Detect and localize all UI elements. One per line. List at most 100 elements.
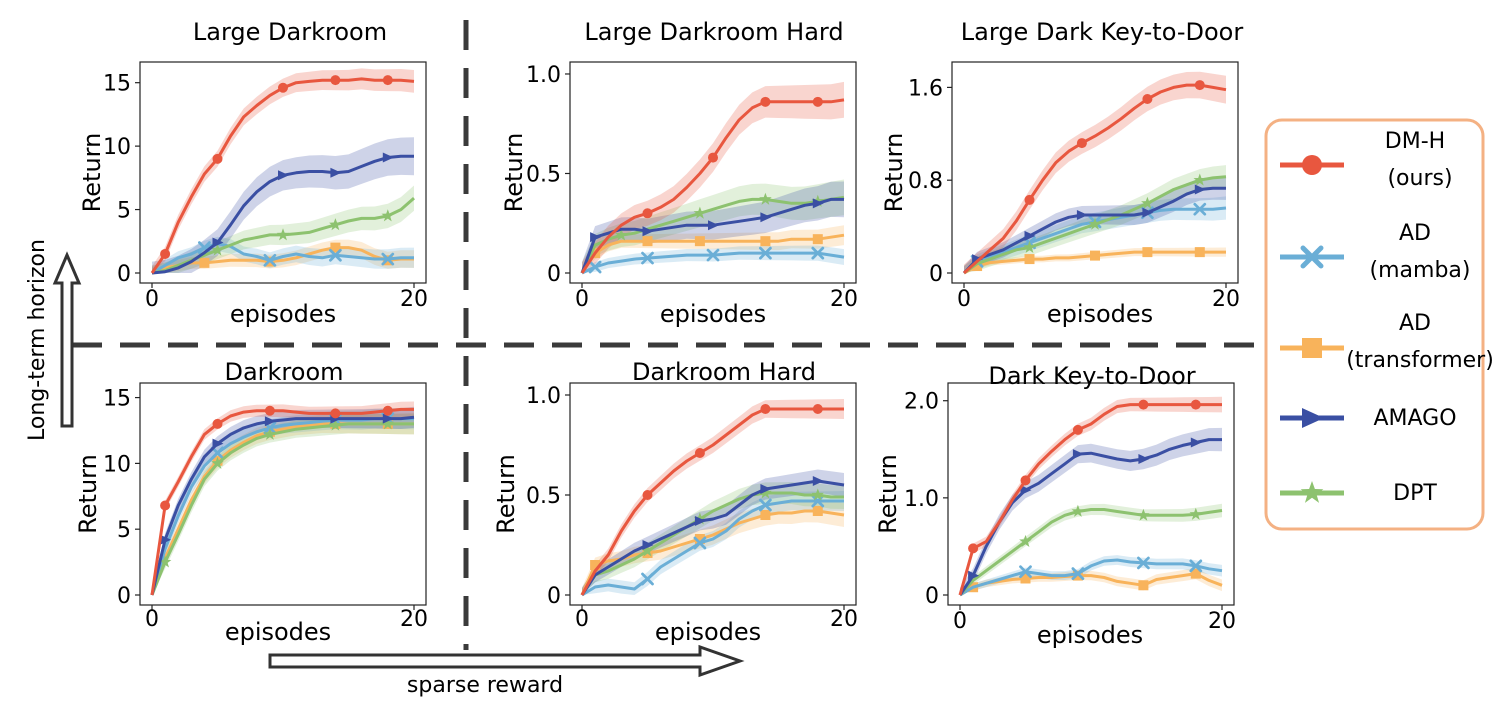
y-axis-label: Return bbox=[880, 133, 908, 213]
legend-label: AD bbox=[1399, 221, 1431, 246]
y-tick-label: 0 bbox=[929, 262, 943, 287]
chart-title: Large Darkroom bbox=[193, 18, 387, 46]
legend-label: DPT bbox=[1393, 481, 1437, 506]
data-point-trans bbox=[330, 242, 341, 253]
data-point-amago bbox=[1190, 437, 1202, 448]
data-point-amago bbox=[708, 220, 719, 231]
legend-box bbox=[1264, 118, 1485, 531]
data-point-amago bbox=[1072, 449, 1084, 460]
x-tick-label: 20 bbox=[1208, 609, 1236, 634]
data-point-mamba bbox=[706, 248, 720, 262]
data-point-dmh bbox=[1076, 138, 1087, 149]
data-point-dmh bbox=[1020, 475, 1031, 486]
series-line-amago bbox=[150, 415, 415, 596]
data-point-trans bbox=[199, 257, 210, 268]
series-line-dpt bbox=[958, 508, 1223, 597]
data-point-mamba bbox=[1193, 202, 1207, 216]
y-axis-label: Return bbox=[78, 133, 106, 213]
data-point-mamba bbox=[693, 536, 707, 550]
data-point-amago bbox=[382, 152, 394, 163]
horizontal-arrow-label: sparse reward bbox=[407, 673, 563, 698]
chart-panel-5: Darkroom Hard episodes Return 0 0.5 1.0 0 20 bbox=[492, 358, 858, 646]
data-point-dmh bbox=[812, 96, 823, 107]
x-tick-label: 0 bbox=[575, 607, 589, 632]
band-mamba bbox=[582, 491, 844, 595]
data-point-dmh bbox=[760, 404, 771, 414]
data-point-amago bbox=[1138, 454, 1150, 464]
data-point-mamba bbox=[641, 572, 654, 586]
chart-panel-2: Large Darkroom Hard episodes Return 0 0.5 1.0… bbox=[500, 18, 858, 328]
data-point-amago bbox=[264, 416, 276, 427]
data-point-mamba bbox=[1189, 559, 1203, 573]
data-point-dmh bbox=[264, 405, 275, 416]
data-point-dmh bbox=[708, 152, 718, 163]
y-tick-label: 10 bbox=[103, 452, 131, 477]
y-tick-label: 0 bbox=[547, 262, 561, 287]
series-line-dmh bbox=[150, 407, 414, 596]
data-point-amago bbox=[330, 167, 342, 178]
data-point-amago bbox=[1194, 184, 1206, 195]
data-point-trans bbox=[972, 261, 983, 272]
legend-label: DM-H bbox=[1385, 129, 1445, 154]
chart-panel-4: Darkroom episodes Return 0 5 10 15 0 20 bbox=[74, 358, 428, 646]
data-point-dmh bbox=[330, 75, 341, 86]
y-tick-label: 0 bbox=[117, 262, 131, 287]
band-amago bbox=[964, 176, 1226, 273]
series-line-dpt bbox=[580, 491, 844, 596]
data-point-dmh bbox=[1024, 194, 1035, 205]
chart-title: Large Darkroom Hard bbox=[584, 18, 843, 46]
legend-label: AD bbox=[1399, 311, 1431, 336]
data-point-dmh bbox=[330, 408, 341, 419]
series-line-mamba bbox=[151, 242, 414, 275]
chart-panel-3: Large Dark Key-to-Door episodes Return 0 0.8… bbox=[880, 18, 1243, 328]
x-axis-label: episodes bbox=[230, 300, 336, 328]
plot-frame bbox=[947, 382, 1235, 606]
data-point-dmh bbox=[160, 248, 171, 259]
data-point-amago bbox=[694, 516, 706, 526]
series-line-mamba bbox=[959, 558, 1223, 597]
y-tick-label: 1.0 bbox=[904, 487, 939, 512]
data-point-dmh bbox=[1194, 80, 1205, 91]
data-point-trans bbox=[812, 506, 823, 516]
legend-label: AMAGO bbox=[1373, 406, 1456, 431]
series-line-dmh bbox=[580, 407, 844, 596]
y-tick-label: 2.0 bbox=[904, 390, 939, 415]
series-line-trans bbox=[959, 572, 1223, 597]
data-point-dmh bbox=[694, 448, 705, 458]
band-dmh bbox=[152, 68, 414, 274]
data-point-amago bbox=[1076, 210, 1088, 220]
x-tick-label: 20 bbox=[830, 287, 858, 312]
data-point-amago bbox=[1024, 230, 1036, 241]
data-point-dmh bbox=[1072, 424, 1083, 435]
y-tick-label: 0 bbox=[117, 584, 131, 609]
chart-title: Darkroom Hard bbox=[632, 358, 816, 386]
legend-marker-trans bbox=[1302, 338, 1322, 358]
data-point-dmh bbox=[382, 405, 393, 416]
x-tick-label: 20 bbox=[400, 607, 428, 632]
series-line-amago bbox=[580, 479, 845, 596]
data-point-mamba bbox=[263, 253, 277, 267]
data-point-amago bbox=[1142, 207, 1154, 218]
legend-entry-dpt: DPT bbox=[1280, 481, 1437, 506]
x-axis-label: episodes bbox=[225, 618, 331, 646]
data-point-amago bbox=[382, 413, 394, 424]
band-trans bbox=[582, 499, 844, 595]
data-point-dmh bbox=[642, 208, 653, 219]
legend-marker-mamba bbox=[1300, 245, 1324, 269]
y-tick-label: 0.5 bbox=[526, 484, 561, 509]
x-axis-label: episodes bbox=[1047, 300, 1153, 328]
data-point-trans bbox=[1020, 573, 1031, 584]
plot-frame bbox=[139, 61, 427, 284]
y-tick-label: 10 bbox=[103, 135, 131, 160]
series-line-trans bbox=[580, 233, 845, 274]
data-point-trans bbox=[590, 560, 601, 570]
series-line-dmh bbox=[958, 403, 1222, 596]
data-point-mamba bbox=[329, 248, 342, 262]
y-axis-label: Return bbox=[874, 454, 902, 534]
x-axis-label: episodes bbox=[655, 618, 761, 646]
data-point-dmh bbox=[1190, 399, 1201, 410]
data-point-dmh bbox=[760, 96, 771, 107]
chart-panel-1: Large Darkroom episodes Return 0 5 10 15 0 20 bbox=[78, 18, 428, 328]
data-point-amago bbox=[812, 198, 824, 209]
data-point-dmh bbox=[278, 82, 288, 93]
